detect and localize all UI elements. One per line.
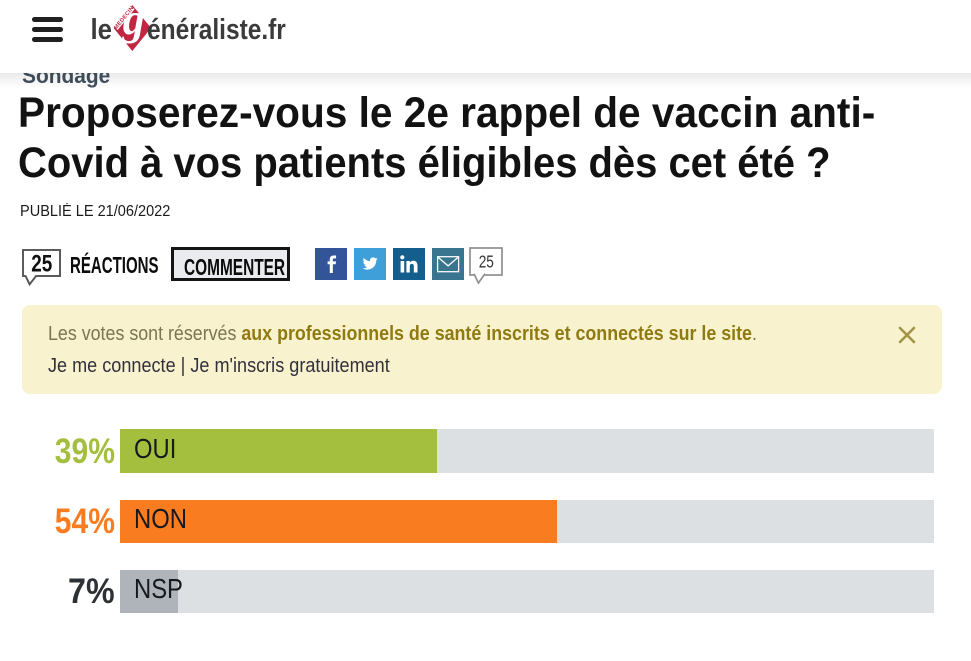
svg-text:le: le: [91, 13, 113, 46]
svg-text:g: g: [122, 0, 145, 44]
svg-text:25: 25: [31, 249, 52, 277]
svg-text:énéraliste.fr: énéraliste.fr: [147, 13, 286, 45]
svg-text:25: 25: [479, 253, 494, 272]
